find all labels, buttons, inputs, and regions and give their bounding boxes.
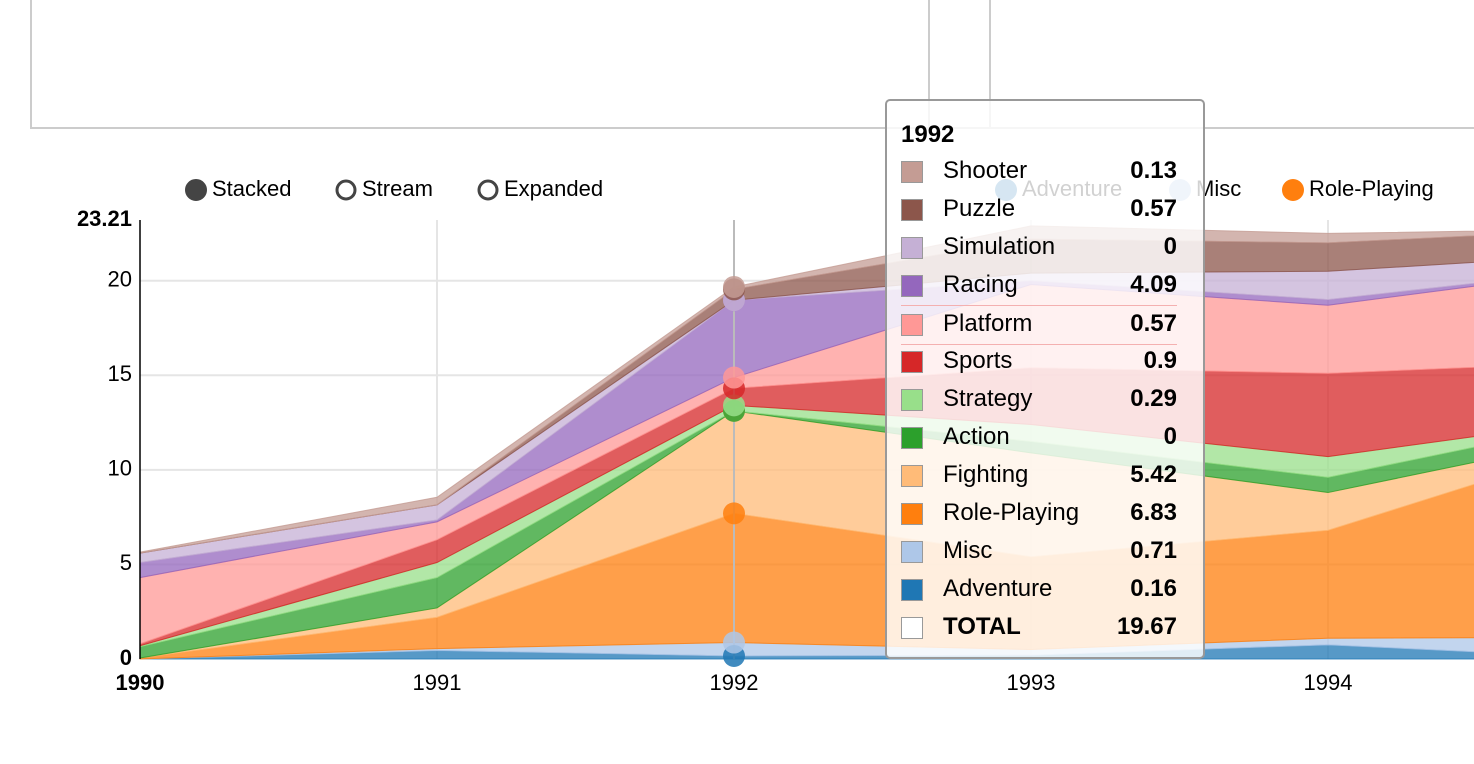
tooltip-row: Action 0 bbox=[901, 419, 1177, 457]
tooltip-name: Simulation bbox=[943, 233, 1056, 260]
tooltip-row: Puzzle 0.57 bbox=[901, 191, 1177, 229]
tooltip: 1992 Shooter 0.13 Puzzle 0.57 Simulation 0 Rac… bbox=[885, 99, 1205, 659]
hover-point bbox=[723, 394, 745, 417]
tooltip-swatch bbox=[901, 275, 923, 297]
tooltip-value: 0 bbox=[1163, 423, 1177, 450]
tooltip-value: 5.42 bbox=[1130, 461, 1177, 488]
y-tick-label: 5 bbox=[120, 550, 132, 575]
tooltip-value: 0.13 bbox=[1130, 157, 1177, 184]
control-label[interactable]: Stacked bbox=[212, 176, 292, 201]
area bbox=[139, 225, 1474, 554]
tooltip-swatch bbox=[901, 427, 923, 449]
tooltip-name: Fighting bbox=[943, 461, 1029, 488]
tooltip-row: Role-Playing 6.83 bbox=[901, 495, 1177, 533]
tooltip-value: 0.29 bbox=[1130, 385, 1177, 412]
tooltip-name: Strategy bbox=[943, 385, 1033, 412]
tooltip-row: Shooter 0.13 bbox=[901, 153, 1177, 191]
hover-point bbox=[723, 366, 745, 389]
tooltip-value: 6.83 bbox=[1130, 499, 1177, 526]
x-tick-label: 1991 bbox=[413, 670, 462, 695]
tooltip-swatch bbox=[901, 351, 923, 373]
top-panel bbox=[30, 0, 1474, 129]
tooltip-name: Platform bbox=[943, 310, 1033, 337]
tooltip-row: Racing 4.09 bbox=[901, 267, 1177, 305]
tooltip-value: 0 bbox=[1163, 233, 1177, 260]
tooltip-swatch bbox=[901, 579, 923, 601]
tooltip-swatch bbox=[901, 541, 923, 563]
tooltip-swatch bbox=[901, 617, 923, 639]
legend-swatch[interactable] bbox=[1282, 179, 1304, 201]
tooltip-swatch bbox=[901, 199, 923, 221]
x-tick-label: 1993 bbox=[1007, 670, 1056, 695]
x-tick-label: 1990 bbox=[116, 670, 165, 695]
hover-point bbox=[723, 502, 745, 525]
tooltip-swatch bbox=[901, 314, 923, 336]
tooltip-value: 0.16 bbox=[1130, 575, 1177, 602]
tooltip-row: Platform 0.57 bbox=[901, 305, 1177, 345]
x-tick-label: 1992 bbox=[710, 670, 759, 695]
tooltip-name: Misc bbox=[943, 537, 993, 564]
tooltip-value: 4.09 bbox=[1130, 271, 1177, 298]
hover-point bbox=[723, 275, 745, 298]
tooltip-value: 0.71 bbox=[1130, 537, 1177, 564]
tooltip-total-label: TOTAL bbox=[943, 613, 1021, 640]
tooltip-swatch bbox=[901, 465, 923, 487]
tooltip-row: Misc 0.71 bbox=[901, 533, 1177, 571]
control-label[interactable]: Expanded bbox=[504, 176, 603, 201]
y-tick-label: 10 bbox=[108, 456, 132, 481]
tooltip-name: Shooter bbox=[943, 157, 1028, 184]
tooltip-row: Strategy 0.29 bbox=[901, 381, 1177, 419]
tooltip-total: 19.67 bbox=[1116, 613, 1177, 640]
tooltip-name: Action bbox=[943, 423, 1010, 450]
control-radio[interactable] bbox=[335, 179, 357, 201]
tooltip-row: Simulation 0 bbox=[901, 229, 1177, 267]
tooltip-swatch bbox=[901, 503, 923, 525]
tooltip-name: Sports bbox=[943, 347, 1013, 374]
control-radio[interactable] bbox=[477, 179, 499, 201]
tooltip-swatch bbox=[901, 237, 923, 259]
x-tick-label: 1994 bbox=[1304, 670, 1353, 695]
tooltip-name: Adventure bbox=[943, 575, 1053, 602]
tooltip-row: Sports 0.9 bbox=[901, 343, 1177, 381]
control-label[interactable]: Stream bbox=[362, 176, 433, 201]
hover-point bbox=[723, 631, 745, 654]
y-tick-label: 20 bbox=[108, 267, 132, 292]
tooltip-swatch bbox=[901, 389, 923, 411]
tooltip-title: 1992 bbox=[901, 121, 955, 148]
tooltip-name: Racing bbox=[943, 271, 1018, 298]
tooltip-value: 0.57 bbox=[1130, 310, 1177, 337]
tooltip-value: 0.9 bbox=[1143, 347, 1177, 374]
tooltip-row: Fighting 5.42 bbox=[901, 457, 1177, 495]
y-tick-label: 0 bbox=[120, 645, 132, 670]
tooltip-value: 0.57 bbox=[1130, 195, 1177, 222]
control-radio[interactable] bbox=[185, 179, 207, 201]
y-tick-label: 15 bbox=[108, 361, 132, 386]
tooltip-row: Adventure 0.16 bbox=[901, 571, 1177, 609]
tooltip-name: Role-Playing bbox=[943, 499, 1080, 526]
tooltip-name: Puzzle bbox=[943, 195, 1016, 222]
y-tick-label: 23.21 bbox=[77, 206, 132, 231]
tooltip-row: TOTAL 19.67 bbox=[901, 609, 1177, 647]
tooltip-swatch bbox=[901, 161, 923, 183]
legend-label[interactable]: Role-Playing bbox=[1309, 176, 1434, 201]
